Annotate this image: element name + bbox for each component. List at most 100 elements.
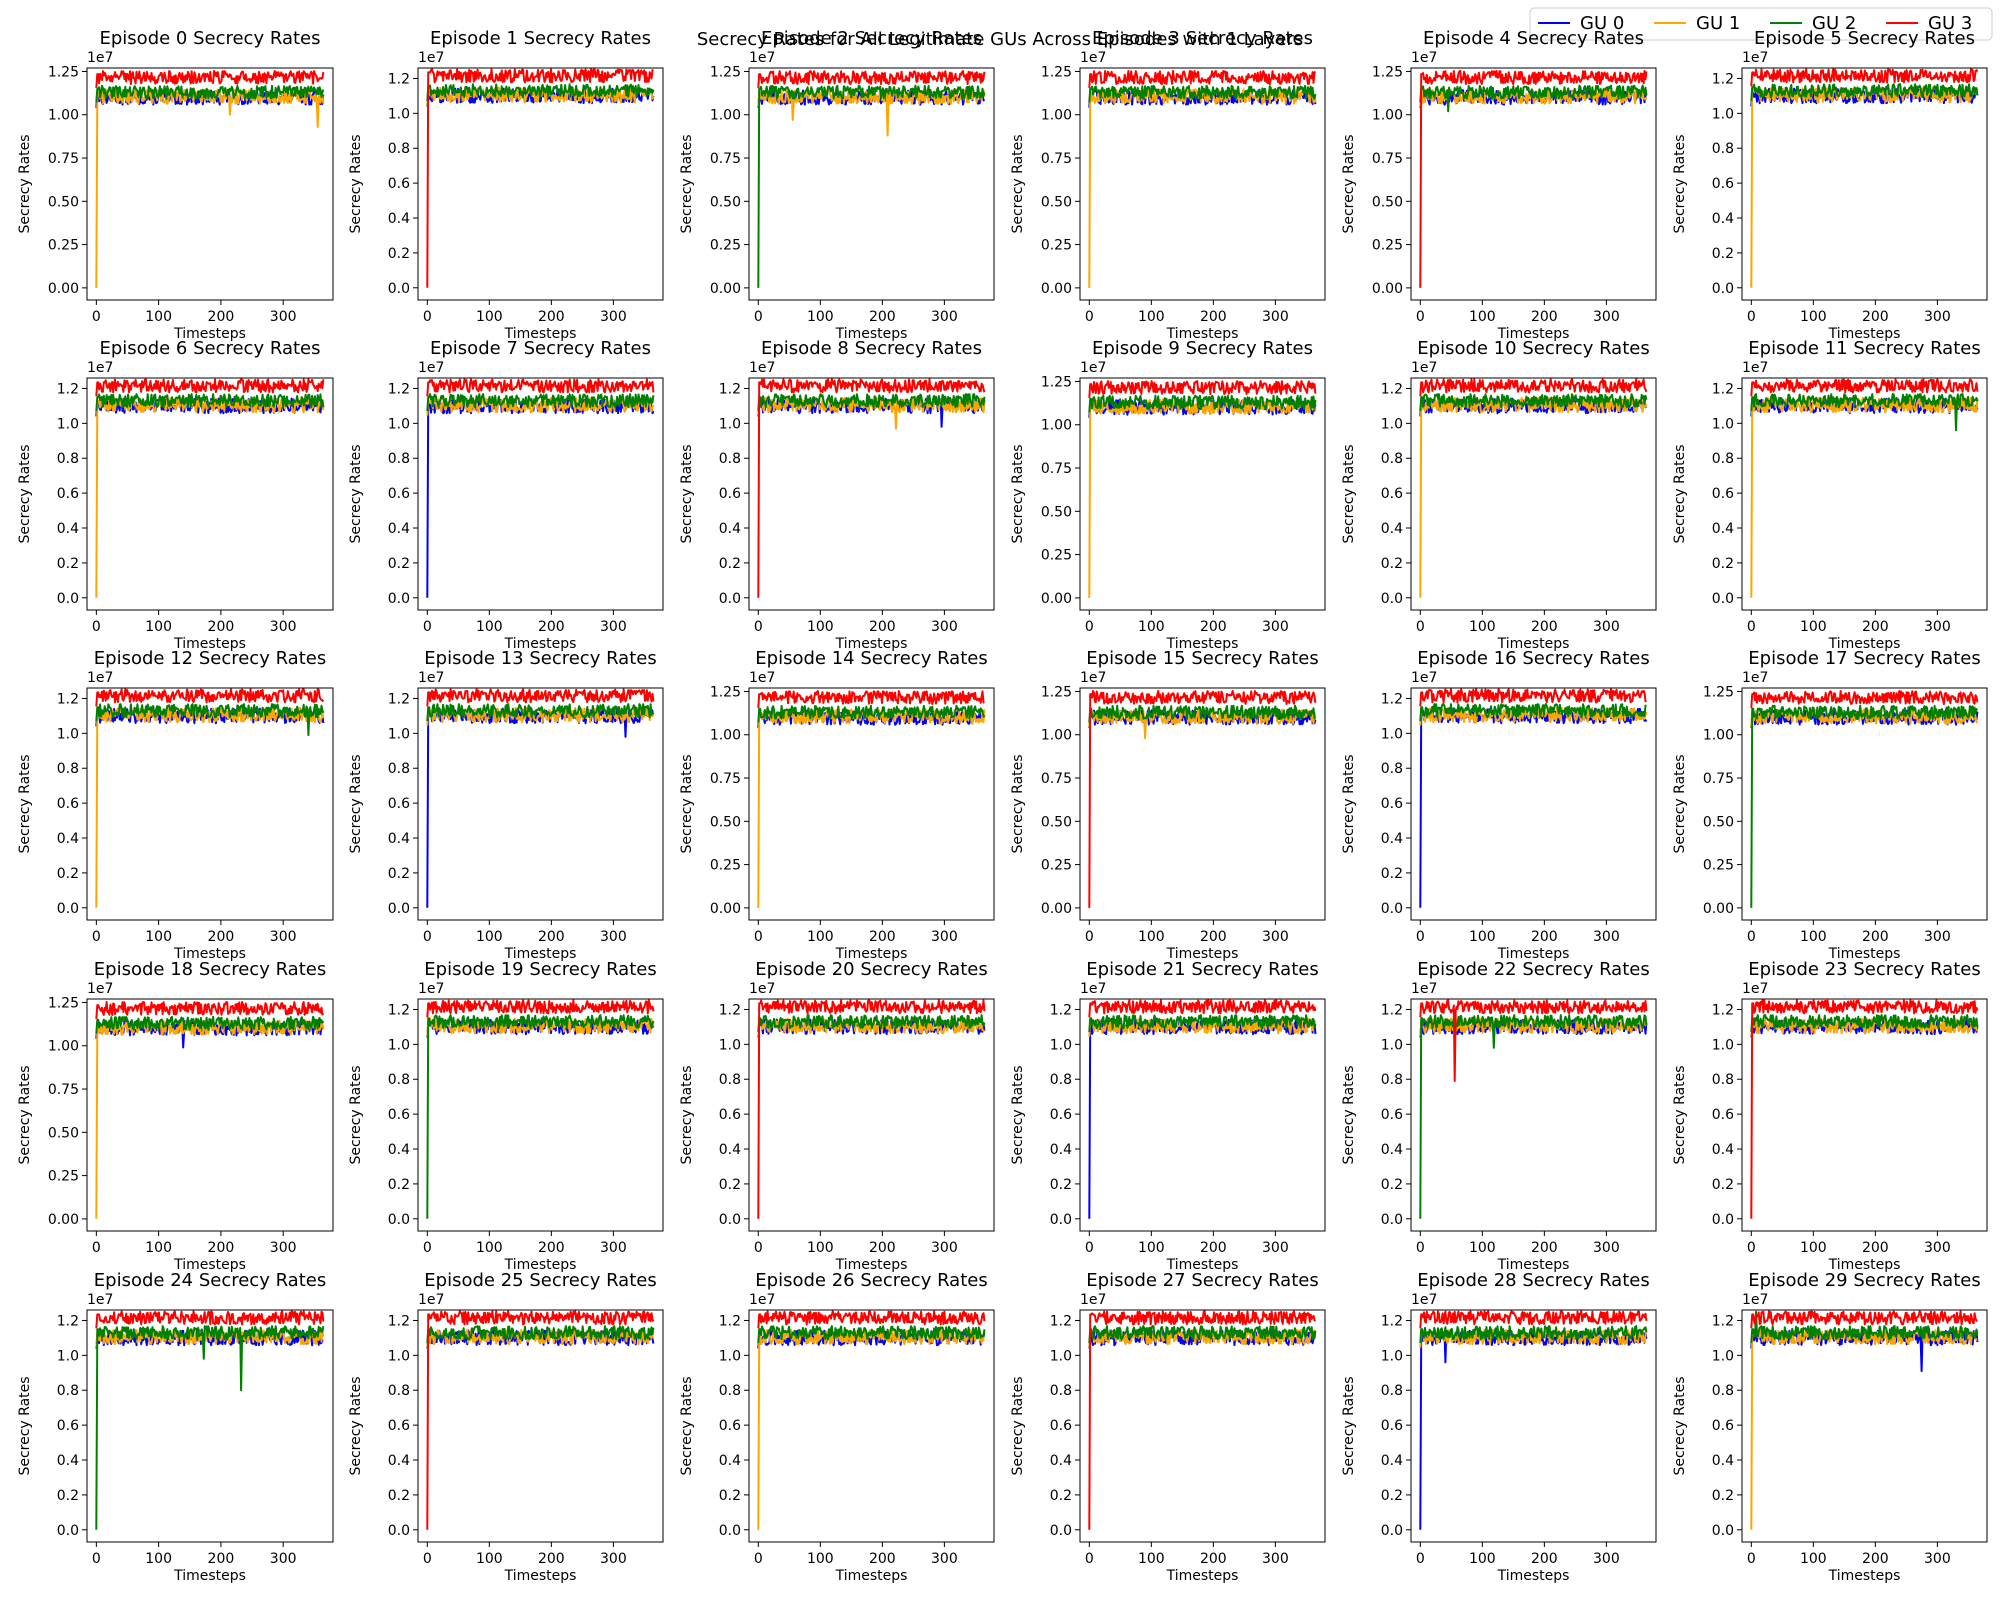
y-tick-label: 1.0	[388, 106, 410, 122]
y-tick-label: 1.0	[1050, 1348, 1072, 1364]
y-tick-label: 1.25	[1041, 64, 1072, 80]
series-line	[1088, 708, 1317, 740]
series-group	[95, 1001, 325, 1219]
legend-label: GU 1	[1696, 13, 1740, 34]
y-tick-label: 0.4	[1712, 1142, 1734, 1158]
y-axis-label: Secrecy Rates	[1010, 1065, 1026, 1164]
x-tick-label: 100	[1138, 1240, 1165, 1256]
series-line	[426, 999, 655, 1018]
series-line	[1088, 704, 1316, 723]
y-tick-label: 0.4	[1381, 1142, 1403, 1158]
y-tick-label: 0.75	[48, 1082, 79, 1098]
y-tick-label: 0.2	[388, 1177, 410, 1193]
x-tick-label: 300	[600, 1551, 627, 1567]
y-tick-label: 0.25	[48, 238, 79, 254]
series-line	[1088, 1014, 1317, 1033]
y-tick-label: 1.0	[388, 416, 410, 432]
plot-area	[749, 999, 994, 1231]
series-line	[1419, 999, 1648, 1082]
y-tick-label: 0.00	[1041, 281, 1072, 297]
series-line	[1419, 393, 1648, 412]
series-line	[1088, 999, 1317, 1018]
x-tick-label: 200	[1200, 929, 1227, 945]
y-tick-label: 0.2	[719, 556, 741, 572]
x-tick-label: 200	[1862, 309, 1889, 325]
subplot-title: Episode 27 Secrecy Rates	[1086, 1270, 1318, 1291]
y-tick-label: 0.8	[719, 1383, 741, 1399]
series-line	[1750, 393, 1979, 432]
series-group	[757, 690, 986, 908]
subplot-title: Episode 28 Secrecy Rates	[1417, 1270, 1649, 1291]
series-group	[426, 68, 655, 288]
y-tick-label: 0.6	[1381, 796, 1403, 812]
series-line	[95, 1325, 325, 1530]
series-group	[1419, 378, 1648, 598]
plot-area	[418, 999, 663, 1231]
offset-text: 1e7	[87, 670, 113, 686]
y-tick-label: 1.00	[48, 1039, 79, 1055]
series-line	[757, 1325, 986, 1344]
x-tick-label: 0	[423, 619, 432, 635]
y-tick-label: 0.50	[1041, 194, 1072, 210]
axes-frame	[1410, 687, 1657, 921]
y-tick-label: 0.4	[57, 831, 79, 847]
x-tick-label: 200	[538, 929, 565, 945]
x-tick-label: 200	[1862, 1240, 1889, 1256]
y-tick-label: 0.75	[1041, 151, 1072, 167]
y-tick-label: 0.8	[719, 1072, 741, 1088]
x-tick-label: 300	[600, 619, 627, 635]
y-tick-label: 1.2	[1712, 1313, 1734, 1329]
x-axis-label: Timesteps	[1166, 946, 1239, 962]
series-group	[426, 1310, 655, 1530]
y-axis-label: Secrecy Rates	[1341, 1376, 1357, 1475]
x-tick-label: 300	[1262, 929, 1289, 945]
y-tick-label: 1.00	[1703, 728, 1734, 744]
y-tick-label: 0.25	[1041, 238, 1072, 254]
y-tick-label: 1.0	[719, 416, 741, 432]
figure-title: Secrecy Rates for All Legitimate GUs Acr…	[697, 29, 1303, 50]
axes-frame	[1079, 1309, 1326, 1543]
y-tick-label: 1.0	[1381, 1037, 1403, 1053]
plot-area	[1742, 378, 1987, 610]
y-tick-label: 1.2	[719, 381, 741, 397]
series-line	[1419, 688, 1647, 707]
y-tick-label: 1.0	[1712, 1348, 1734, 1364]
plot-area	[87, 999, 333, 1231]
y-tick-label: 0.75	[710, 771, 741, 787]
x-tick-label: 100	[1800, 929, 1827, 945]
series-line	[757, 999, 986, 1219]
y-tick-label: 1.2	[719, 1002, 741, 1018]
y-tick-label: 0.6	[719, 1418, 741, 1434]
offset-text: 1e7	[1411, 670, 1437, 686]
y-tick-label: 1.25	[48, 64, 79, 80]
subplot-title: Episode 18 Secrecy Rates	[94, 959, 326, 980]
x-axis-label: Timesteps	[1166, 1568, 1239, 1584]
y-axis-label: Secrecy Rates	[1341, 134, 1357, 233]
axes-frame	[1741, 377, 1988, 611]
y-tick-label: 0.0	[1381, 901, 1403, 917]
series-line	[1419, 703, 1647, 722]
x-tick-label: 200	[1862, 929, 1889, 945]
y-tick-label: 0.0	[57, 901, 79, 917]
series-line	[757, 393, 986, 412]
x-axis-label: Timesteps	[1497, 1257, 1570, 1273]
y-tick-label: 0.4	[388, 831, 410, 847]
y-tick-label: 1.2	[719, 1313, 741, 1329]
subplot-title: Episode 21 Secrecy Rates	[1086, 959, 1318, 980]
series-group	[1750, 378, 1979, 598]
y-tick-label: 0.2	[1050, 1177, 1072, 1193]
y-tick-label: 0.75	[710, 151, 741, 167]
x-tick-label: 300	[1262, 1240, 1289, 1256]
series-line	[1750, 396, 1979, 598]
plot-area	[1742, 999, 1987, 1231]
y-tick-label: 0.4	[388, 1142, 410, 1158]
y-axis-label: Secrecy Rates	[1672, 444, 1688, 543]
plot-area	[87, 68, 333, 300]
y-axis-label: Secrecy Rates	[17, 134, 33, 233]
x-tick-label: 100	[807, 929, 834, 945]
y-tick-label: 1.0	[1050, 1037, 1072, 1053]
y-axis-label: Secrecy Rates	[1341, 754, 1357, 853]
